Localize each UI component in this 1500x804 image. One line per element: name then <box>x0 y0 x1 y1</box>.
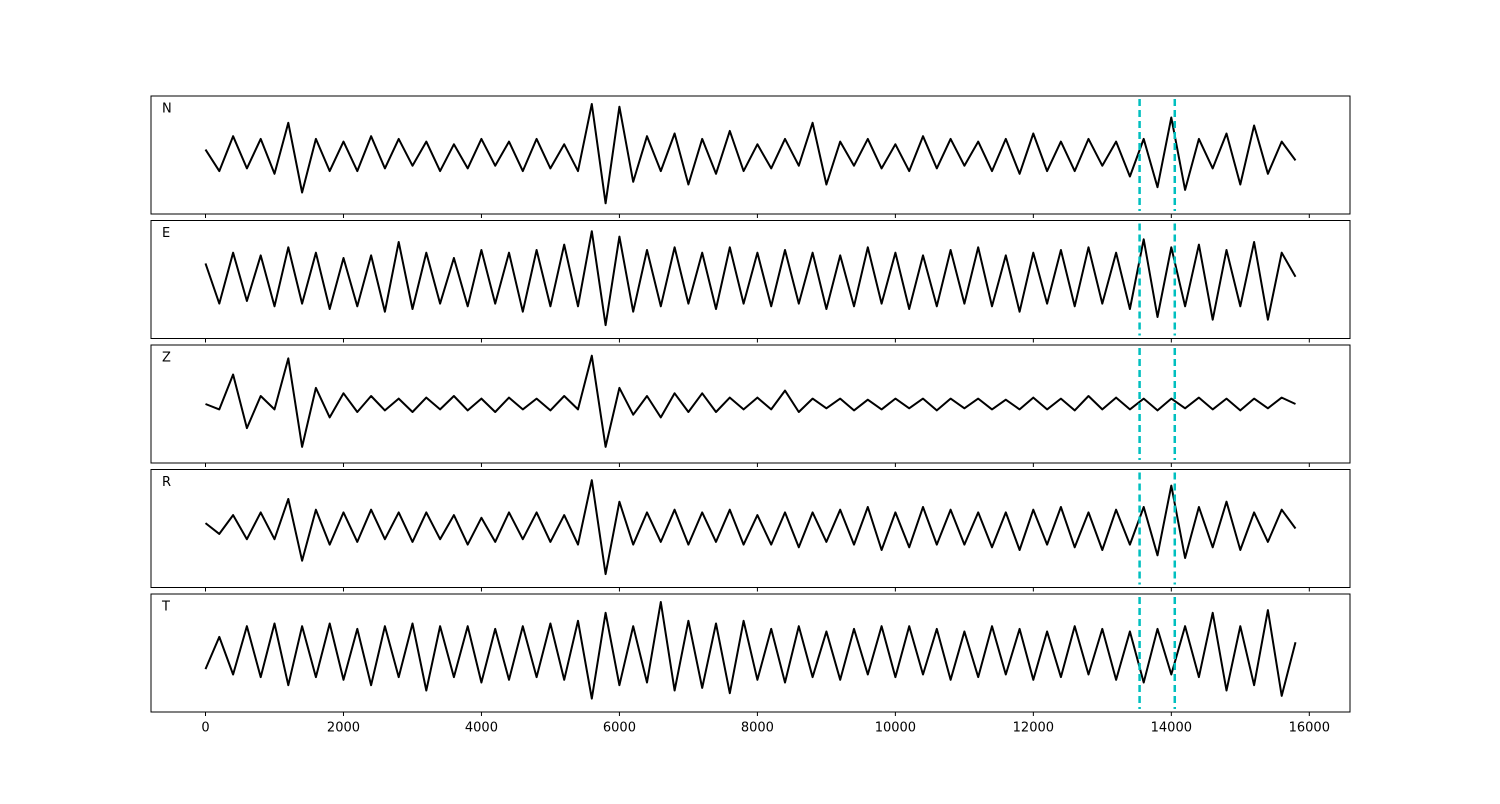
trace <box>204 601 1297 700</box>
panel-label: R <box>162 475 171 490</box>
x-tick-label: 12000 <box>1013 721 1054 736</box>
panel-frame <box>150 469 1351 588</box>
panel-frame <box>150 95 1351 215</box>
trace <box>204 103 1297 205</box>
trace <box>204 230 1297 327</box>
trace <box>204 479 1297 576</box>
panel-label: N <box>162 102 172 117</box>
x-tick-label: 16000 <box>1289 721 1330 736</box>
x-tick-label: 14000 <box>1151 721 1192 736</box>
trace <box>205 354 1296 448</box>
x-tick-label: 4000 <box>465 721 498 736</box>
x-tick-label: 0 <box>201 721 209 736</box>
panel-label: T <box>161 600 170 615</box>
panel-frame <box>150 593 1351 713</box>
x-tick-label: 10000 <box>875 721 916 736</box>
x-tick-label: 2000 <box>327 721 360 736</box>
x-tick-label: 8000 <box>741 721 774 736</box>
x-tick-label: 6000 <box>603 721 636 736</box>
panel-frame <box>150 344 1351 464</box>
panel-label: E <box>162 226 170 241</box>
panel-frame <box>150 220 1351 339</box>
panel-label: Z <box>162 351 171 366</box>
